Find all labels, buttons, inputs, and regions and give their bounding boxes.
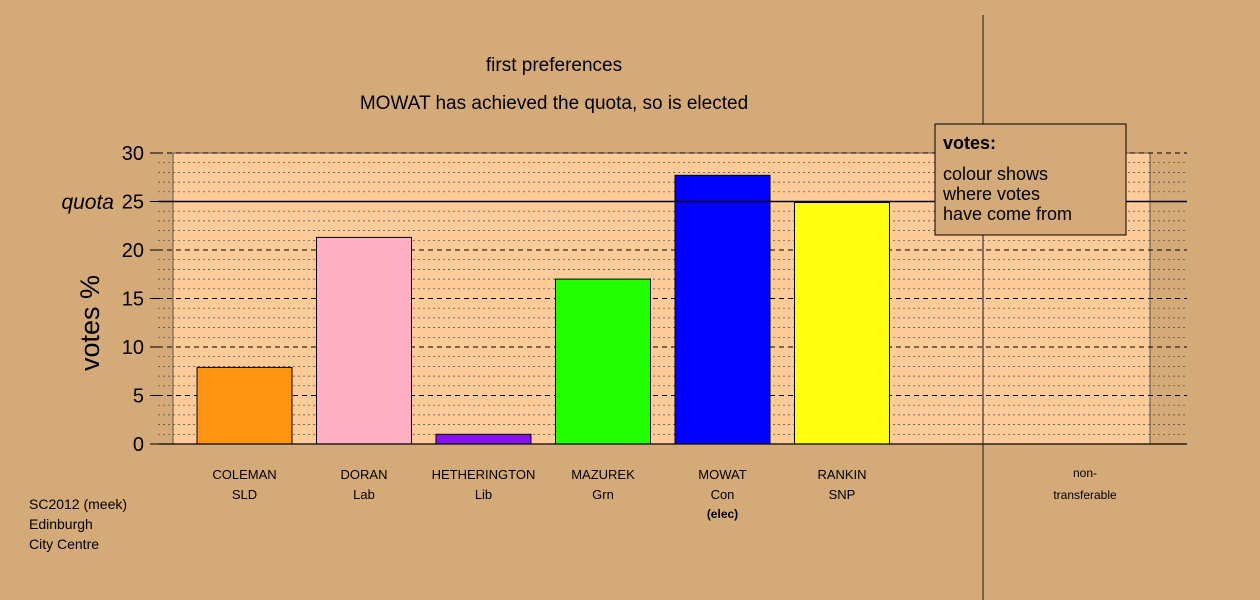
quota-label: quota	[61, 191, 114, 214]
ward-name: City Centre	[29, 536, 100, 552]
legend: votes: colour shows where votes have com…	[934, 123, 1127, 236]
bar-hetherington	[435, 433, 532, 445]
bar-rankin	[794, 201, 890, 445]
legend-line: where votes	[942, 184, 1040, 204]
y-tick-label: 5	[133, 386, 144, 408]
nontransferable-label: transferable	[1053, 488, 1117, 502]
candidate-party: Lab	[353, 487, 375, 502]
y-tick-label: 25	[122, 192, 144, 214]
bar-mowat	[674, 174, 771, 445]
council-name: Edinburgh	[29, 516, 93, 532]
chart-subtitle: MOWAT has achieved the quota, so is elec…	[360, 93, 748, 114]
nontransferable-label: non-	[1073, 466, 1097, 480]
candidate-name: DORAN	[341, 467, 388, 482]
election-code: SC2012 (meek)	[29, 496, 128, 512]
candidate-party: SLD	[232, 487, 257, 502]
bar-mazurek	[555, 278, 651, 445]
y-axis-label: votes %	[75, 275, 105, 371]
y-tick-label: 20	[122, 240, 144, 262]
candidate-party: Grn	[592, 487, 614, 502]
legend-title: votes:	[943, 133, 996, 153]
chart-title: first preferences	[486, 55, 622, 76]
bar-coleman	[196, 366, 293, 445]
candidate-name: RANKIN	[817, 467, 866, 482]
candidate-name: MOWAT	[698, 467, 746, 482]
candidate-name: HETHERINGTON	[432, 467, 536, 482]
legend-line: have come from	[943, 204, 1072, 224]
candidate-party: SNP	[829, 487, 856, 502]
bar-doran	[316, 236, 412, 445]
y-tick-label: 30	[122, 143, 144, 165]
candidate-party: Lib	[475, 487, 492, 502]
y-tick-label: 15	[122, 289, 144, 311]
y-tick-label: 0	[133, 434, 144, 456]
y-tick-label: 10	[122, 337, 144, 359]
legend-box	[934, 123, 1127, 236]
election-info: SC2012 (meek) Edinburgh City Centre	[29, 494, 127, 554]
candidate-name: MAZUREK	[571, 467, 635, 482]
candidate-name: COLEMAN	[212, 467, 276, 482]
elected-note: (elec)	[707, 507, 738, 521]
legend-line: colour shows	[943, 164, 1048, 184]
candidate-party: Con	[711, 487, 735, 502]
